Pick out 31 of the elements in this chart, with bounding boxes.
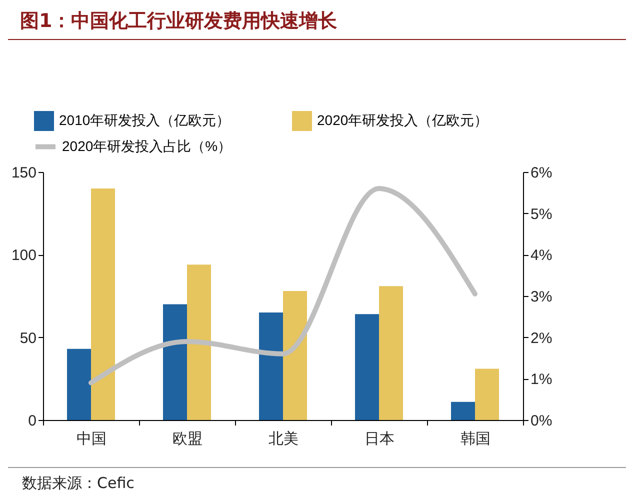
x-tick-label: 中国 <box>76 430 106 448</box>
x-tick-label: 韩国 <box>460 430 490 448</box>
bar <box>91 188 115 420</box>
bar <box>283 291 307 420</box>
source-note: 数据来源：Cefic <box>22 474 136 493</box>
y2-tick-label: 2% <box>530 330 552 347</box>
bar <box>163 304 187 420</box>
x-tick-label: 北美 <box>268 430 298 448</box>
legend-label: 2020年研发投入占比（%） <box>62 138 232 154</box>
y2-tick-label: 0% <box>530 412 552 430</box>
x-tick-label: 欧盟 <box>172 430 202 448</box>
x-tick-label: 日本 <box>364 430 394 448</box>
bar <box>475 368 499 420</box>
legend-label: 2020年研发投入（亿欧元） <box>317 112 488 128</box>
y2-tick-label: 3% <box>530 288 552 306</box>
y-tick-label: 0 <box>28 412 36 430</box>
y2-tick-label: 4% <box>530 247 552 264</box>
bar <box>451 402 475 420</box>
bar <box>379 286 403 420</box>
bar <box>259 312 283 420</box>
y-tick-label: 100 <box>11 247 36 264</box>
y-tick-label: 150 <box>11 164 36 182</box>
y2-tick-label: 5% <box>530 206 552 223</box>
legend-label: 2010年研发投入（亿欧元） <box>59 112 230 128</box>
y-tick-label: 50 <box>20 330 36 347</box>
bar <box>187 264 211 420</box>
y2-tick-label: 1% <box>530 371 552 388</box>
bar <box>355 314 379 420</box>
bar <box>67 348 91 420</box>
chart-title: 图1：中国化工行业研发费用快速增长 <box>8 0 626 40</box>
y2-tick-label: 6% <box>530 164 552 182</box>
